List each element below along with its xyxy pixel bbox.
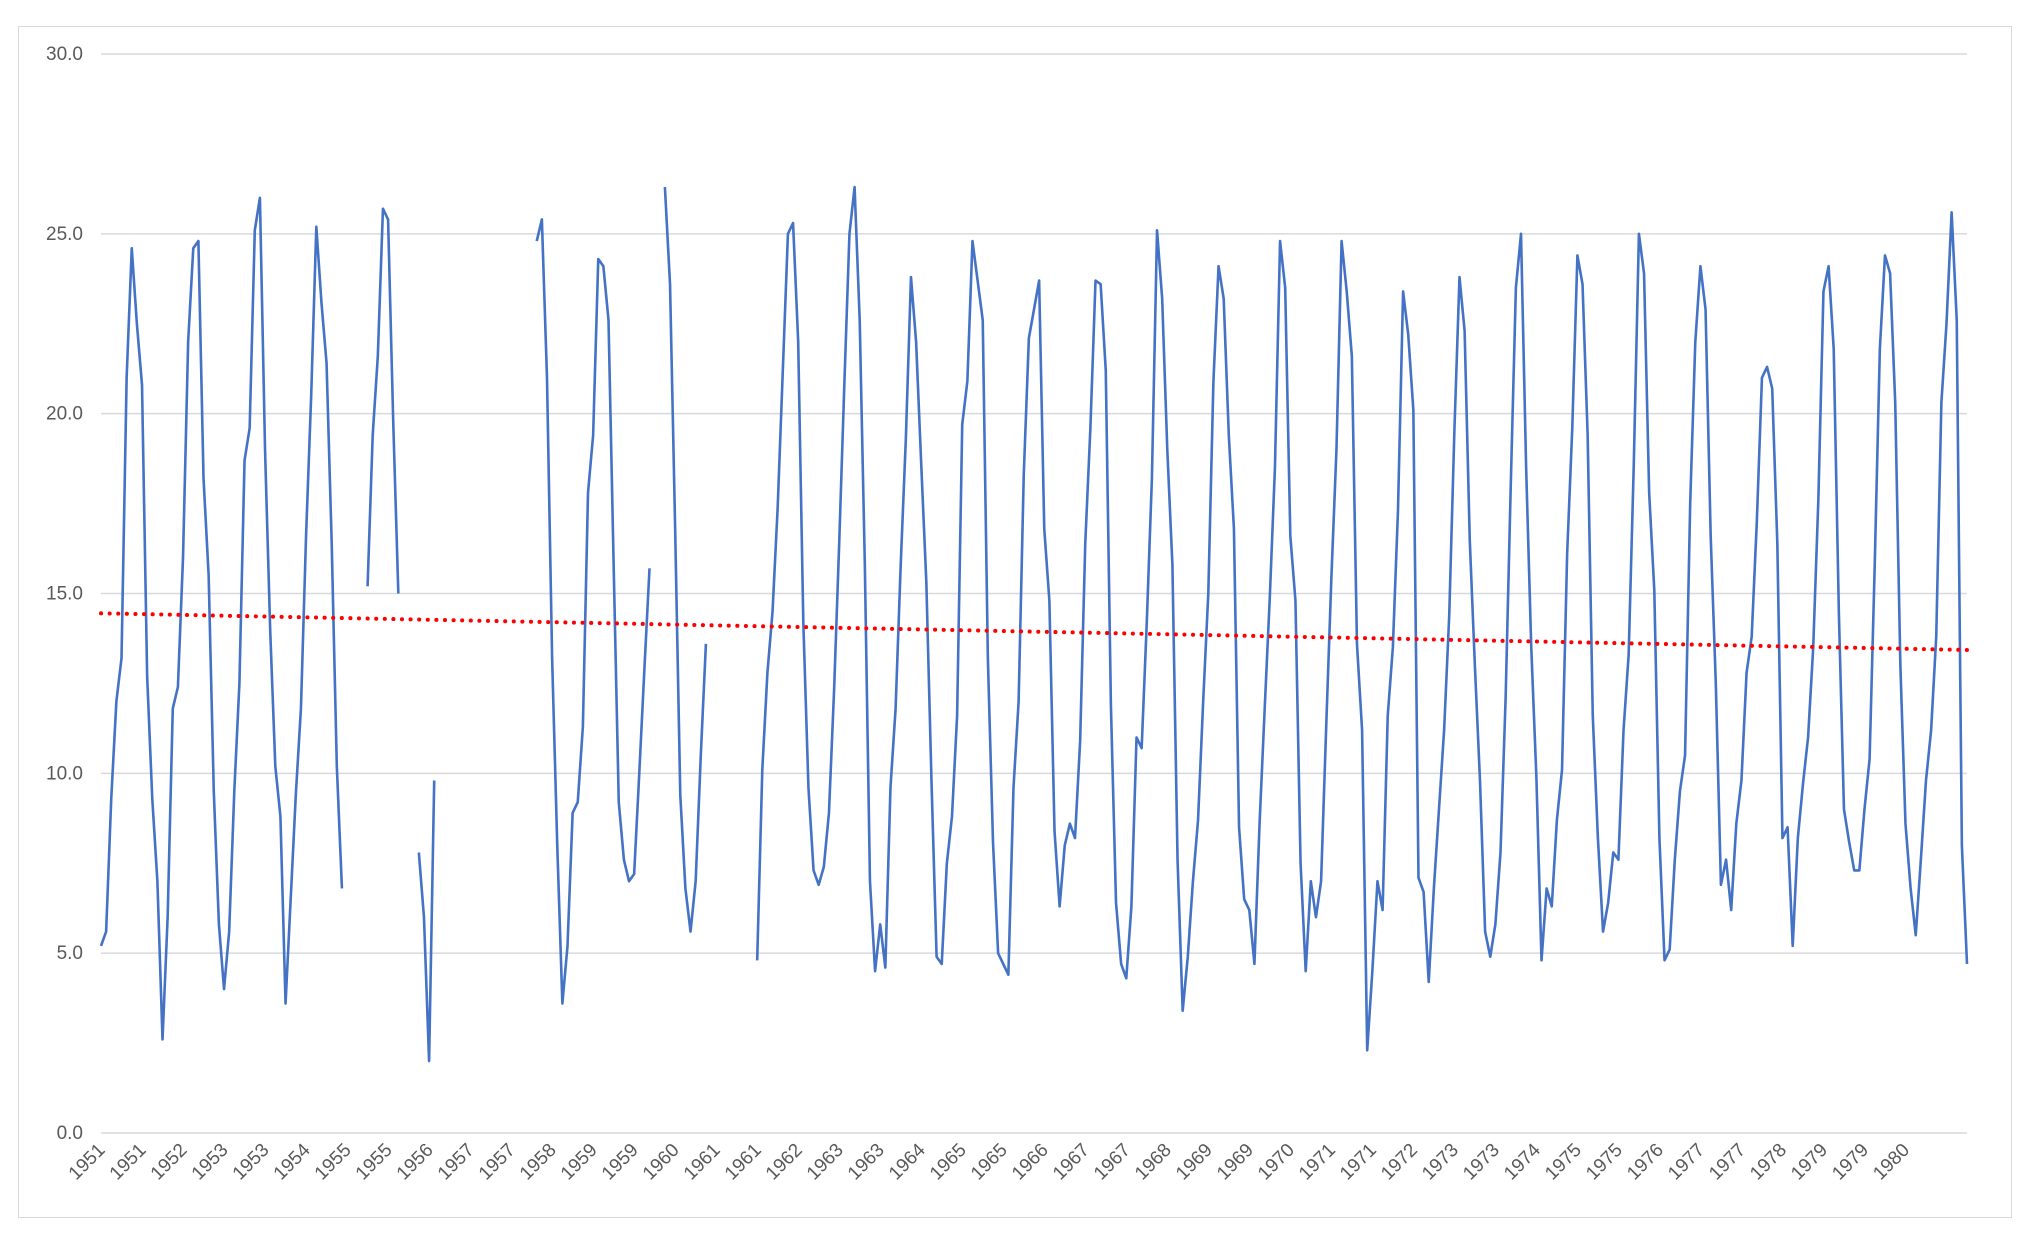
x-tick-label: 1973 (1418, 1140, 1463, 1185)
y-tick-label: 25.0 (46, 224, 83, 245)
x-tick-label: 1965 (926, 1140, 971, 1185)
x-tick-label: 1970 (1254, 1140, 1299, 1185)
x-tick-label: 1977 (1664, 1140, 1709, 1185)
x-tick-label: 1957 (434, 1140, 479, 1185)
x-tick-label: 1962 (762, 1140, 807, 1185)
y-tick-label: 5.0 (57, 943, 83, 964)
x-tick-label: 1956 (393, 1140, 438, 1185)
x-tick-label: 1951 (65, 1140, 110, 1185)
x-tick-label: 1964 (885, 1139, 930, 1184)
y-tick-label: 0.0 (57, 1123, 83, 1144)
line-chart: 0.05.010.015.020.025.030.0 1951195119521… (46, 44, 1969, 1184)
x-tick-label: 1952 (147, 1140, 192, 1185)
y-tick-label: 15.0 (46, 584, 83, 605)
x-tick-label: 1959 (557, 1140, 602, 1185)
x-tick-label: 1955 (311, 1140, 356, 1185)
x-tick-label: 1967 (1049, 1140, 1094, 1185)
gridlines (101, 53, 1967, 1134)
x-tick-label: 1953 (188, 1140, 233, 1185)
x-tick-label: 1978 (1746, 1140, 1791, 1185)
x-tick-label: 1973 (1459, 1140, 1504, 1185)
x-tick-label: 1966 (1008, 1140, 1053, 1185)
x-tick-label: 1979 (1787, 1140, 1832, 1185)
x-tick-label: 1976 (1623, 1140, 1668, 1185)
x-tick-label: 1969 (1213, 1140, 1258, 1185)
x-tick-label: 1967 (1090, 1140, 1135, 1185)
y-tick-label: 20.0 (46, 404, 83, 425)
x-tick-label: 1957 (475, 1140, 520, 1185)
x-tick-label: 1955 (352, 1140, 397, 1185)
x-tick-label: 1968 (1131, 1140, 1176, 1185)
x-tick-label: 1961 (680, 1140, 725, 1185)
x-tick-label: 1969 (1172, 1140, 1217, 1185)
x-tick-label: 1961 (721, 1140, 766, 1185)
y-tick-label: 30.0 (46, 44, 83, 65)
x-tick-label: 1975 (1582, 1140, 1627, 1185)
x-tick-label: 1954 (270, 1139, 315, 1184)
x-tick-label: 1977 (1705, 1140, 1750, 1185)
x-tick-label: 1980 (1869, 1140, 1914, 1185)
trendline (99, 611, 1969, 652)
x-tick-label: 1971 (1295, 1140, 1340, 1185)
x-axis-tick-labels: 1951195119521953195319541955195519561957… (65, 1139, 1914, 1184)
x-tick-label: 1971 (1336, 1140, 1381, 1185)
x-tick-label: 1963 (844, 1140, 889, 1185)
x-tick-label: 1979 (1828, 1140, 1873, 1185)
x-tick-label: 1960 (639, 1140, 684, 1185)
data-series-line (99, 185, 1969, 1063)
x-tick-label: 1953 (229, 1140, 274, 1185)
y-axis-tick-labels: 0.0 5.0 10.0 15.0 20.0 25.0 30.0 (46, 44, 83, 1144)
x-tick-label: 1959 (598, 1140, 643, 1185)
x-tick-label: 1951 (106, 1140, 151, 1185)
x-tick-label: 1974 (1500, 1139, 1545, 1184)
x-tick-label: 1965 (967, 1140, 1012, 1185)
x-tick-label: 1958 (516, 1140, 561, 1185)
x-tick-label: 1975 (1541, 1140, 1586, 1185)
y-tick-label: 10.0 (46, 763, 83, 784)
chart-area: 0.0 5.0 10.0 15.0 20.0 25.0 30.0 1951 1951 1952 1… (18, 26, 2012, 1218)
x-tick-label: 1963 (803, 1140, 848, 1185)
x-tick-label: 1972 (1377, 1140, 1422, 1185)
series-lines (99, 185, 1969, 1063)
